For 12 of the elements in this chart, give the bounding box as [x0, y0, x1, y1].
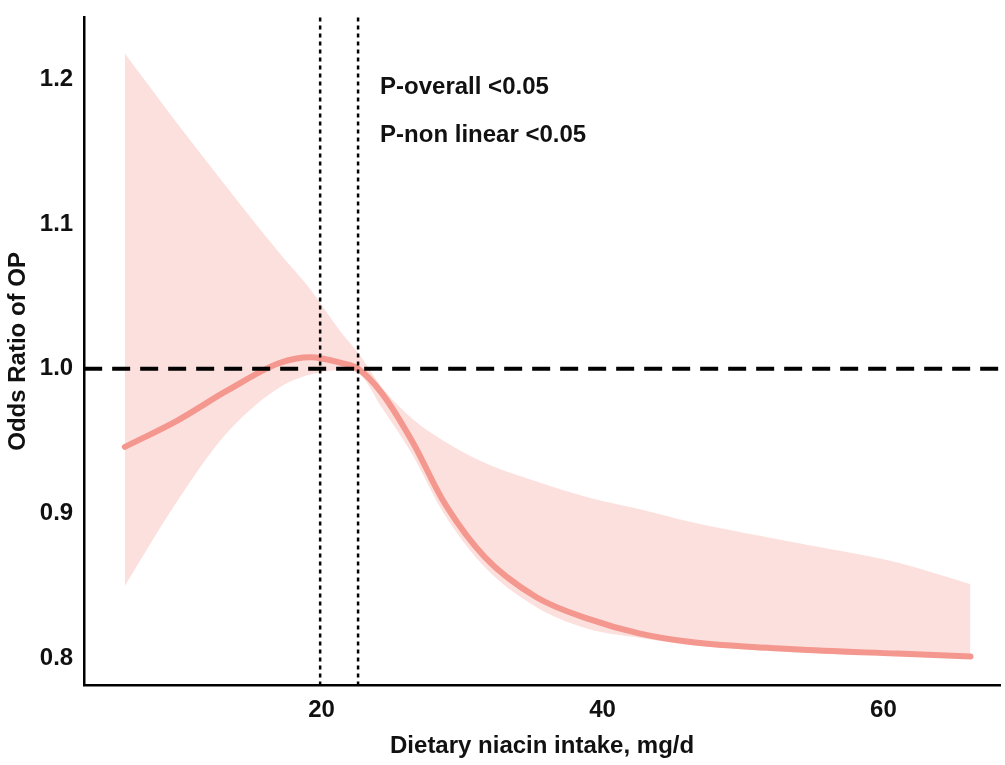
annotation: P-non linear <0.05 — [380, 120, 587, 148]
y-tick-label: 1.1 — [39, 208, 74, 236]
y-tick-label: 1.2 — [39, 64, 74, 92]
x-tick-label: 60 — [870, 695, 897, 723]
y-tick-label: 0.8 — [39, 642, 74, 670]
x-axis-title: Dietary niacin intake, mg/d — [390, 731, 695, 759]
y-tick-label: 1.0 — [39, 353, 74, 381]
x-tick-label: 20 — [308, 695, 335, 723]
x-tick-label: 40 — [589, 695, 616, 723]
y-axis-title: Odds Ratio of OP — [3, 252, 31, 451]
y-tick-label: 0.9 — [39, 497, 74, 525]
annotation: P-overall <0.05 — [380, 72, 549, 100]
